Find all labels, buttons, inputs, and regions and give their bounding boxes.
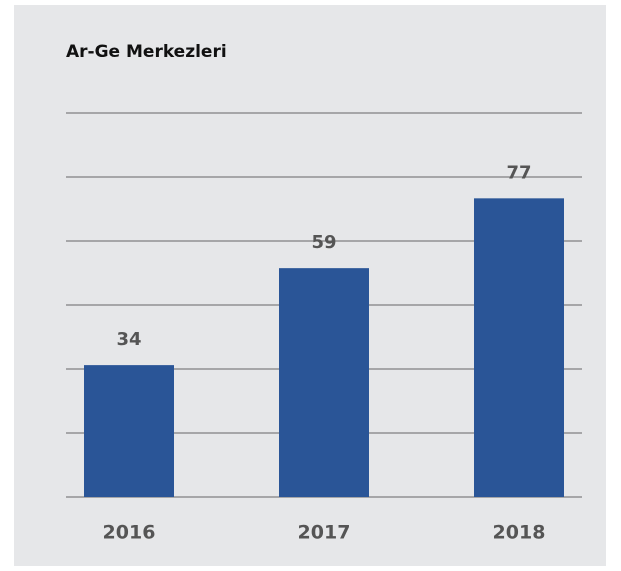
bar bbox=[84, 365, 174, 497]
value-label: 34 bbox=[116, 329, 141, 350]
x-tick-label: 2018 bbox=[493, 522, 546, 544]
x-tick-label: 2017 bbox=[298, 522, 351, 544]
chart-title: Ar-Ge Merkezleri bbox=[66, 42, 227, 62]
value-label: 59 bbox=[311, 232, 336, 253]
value-label: 77 bbox=[506, 162, 531, 183]
x-tick-label: 2016 bbox=[103, 522, 156, 544]
bar bbox=[279, 268, 369, 497]
bar bbox=[474, 198, 564, 498]
